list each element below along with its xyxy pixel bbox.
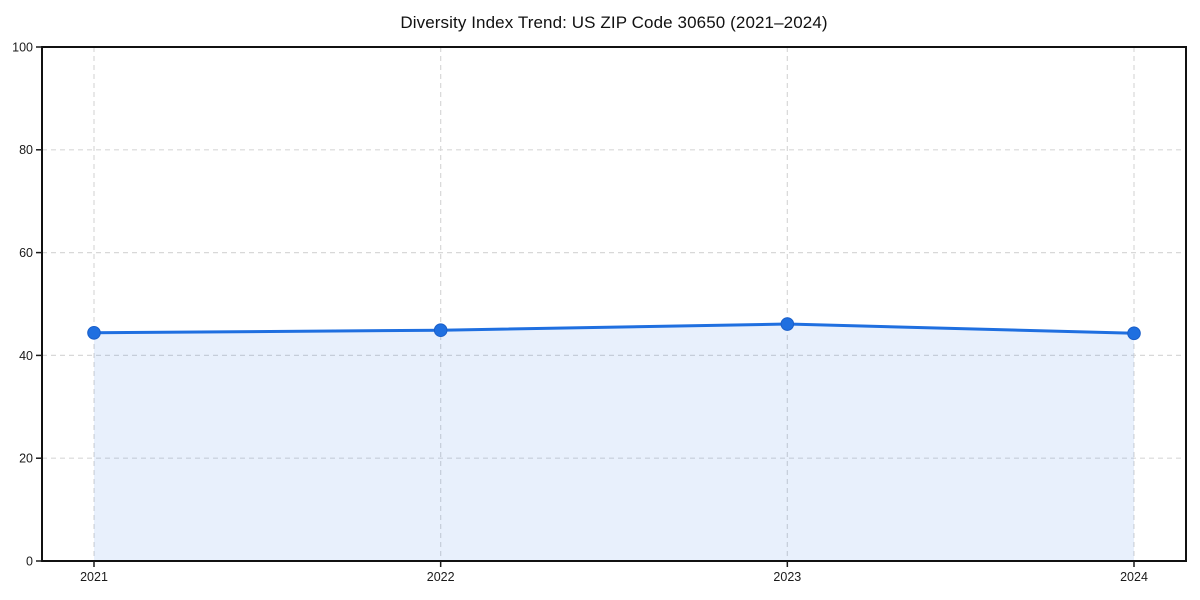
y-tick-label: 0 (26, 554, 33, 568)
y-tick-label: 20 (19, 452, 33, 466)
x-tick-label: 2023 (773, 570, 801, 584)
data-point-marker (87, 325, 101, 340)
data-point-marker (780, 317, 795, 331)
x-tick-label: 2022 (427, 570, 455, 584)
x-tick-label: 2024 (1120, 570, 1148, 584)
y-tick-label: 60 (19, 246, 33, 260)
y-tick-label: 40 (19, 349, 33, 363)
y-tick-label: 100 (12, 40, 33, 54)
plot-border (41, 46, 1187, 562)
data-point-marker (1127, 326, 1141, 341)
x-tick-label: 2021 (80, 570, 108, 584)
data-point-marker (433, 323, 448, 338)
area-fill (94, 324, 1134, 561)
trend-line (92, 322, 1136, 335)
chart-title: Diversity Index Trend: US ZIP Code 30650… (400, 13, 828, 32)
y-tick-label: 80 (19, 143, 33, 157)
